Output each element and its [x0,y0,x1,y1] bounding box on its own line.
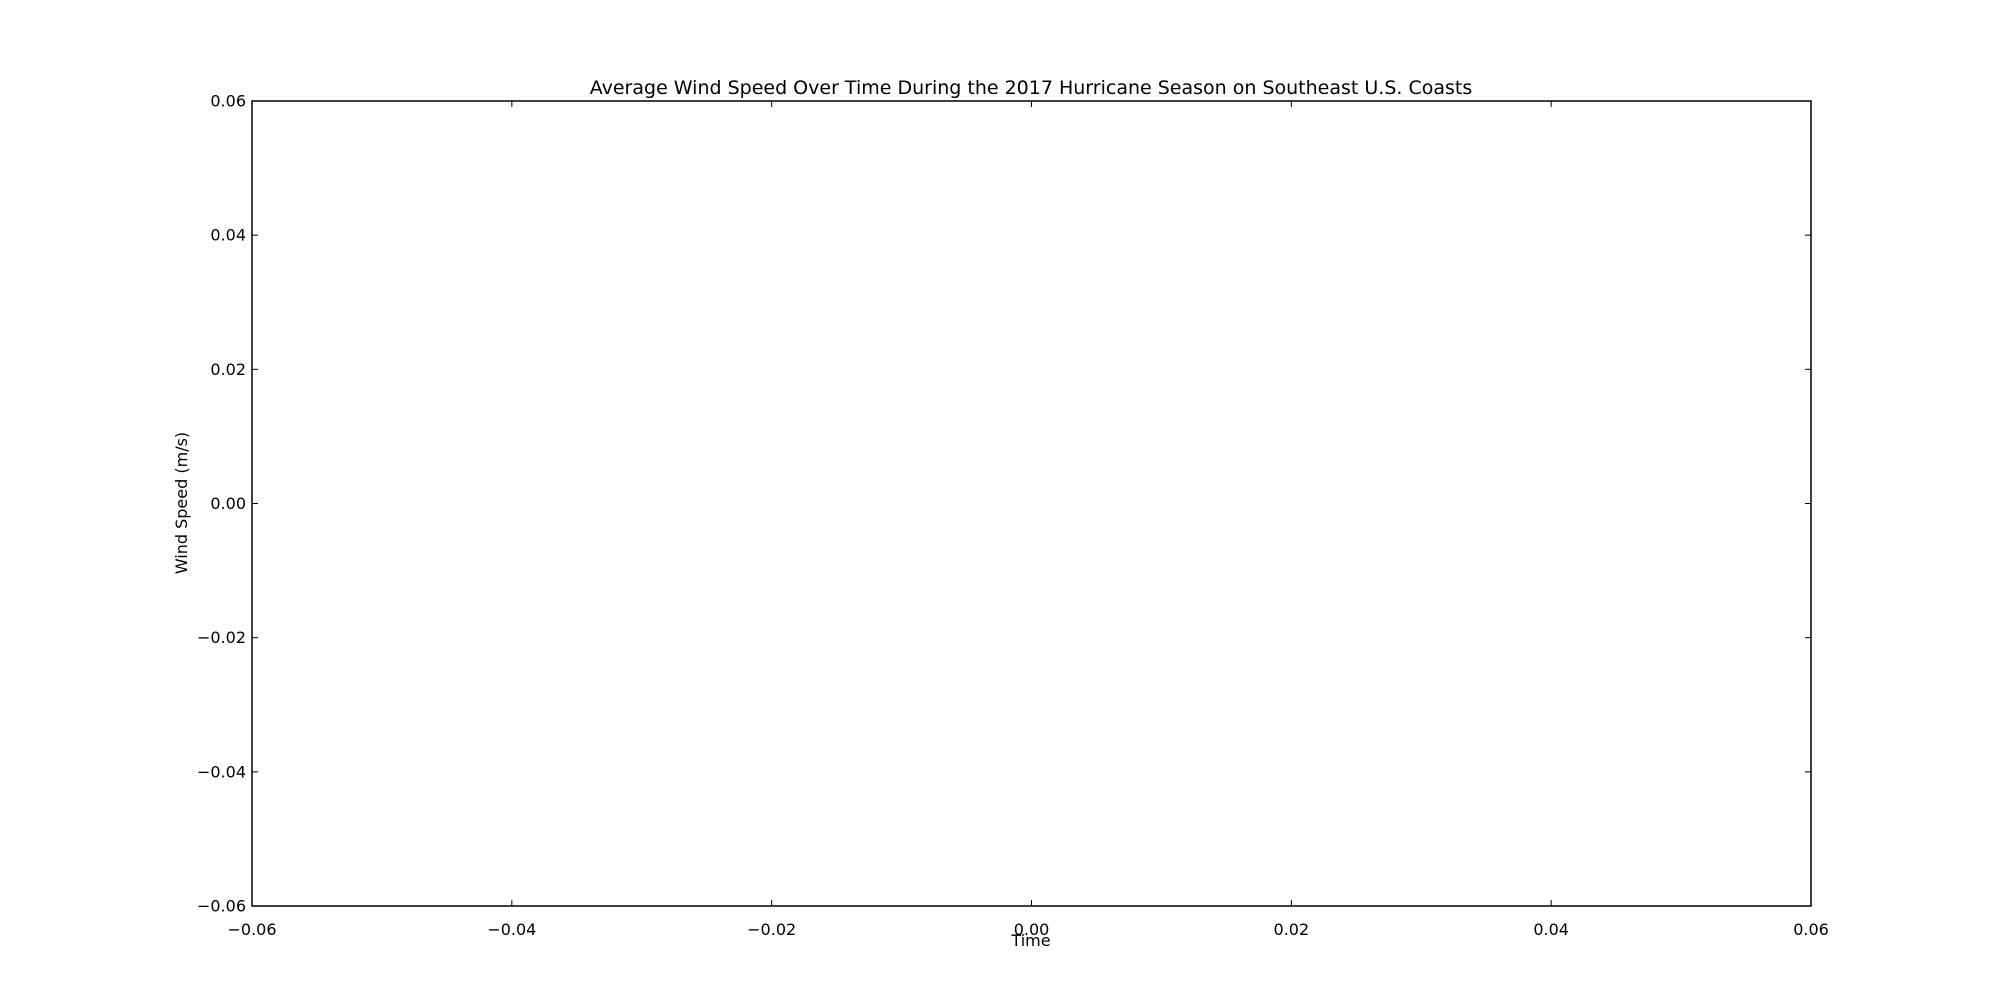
y-tick-label: −0.06 [197,897,246,916]
x-axis-tick-labels: −0.06 −0.04 −0.02 0.00 0.02 0.04 0.06 [227,920,1828,939]
x-tick-label: 0.04 [1533,920,1569,939]
plot-area-background [252,101,1811,906]
x-tick-label: −0.04 [487,920,536,939]
x-tick-label: 0.06 [1793,920,1829,939]
chart-title: Average Wind Speed Over Time During the … [590,77,1473,99]
y-tick-label: −0.02 [197,628,246,647]
y-axis-tick-labels: −0.06 −0.04 −0.02 0.00 0.02 0.04 0.06 [197,92,246,916]
y-tick-label: 0.06 [210,92,246,111]
y-tick-label: −0.04 [197,762,246,781]
y-tick-label: 0.00 [210,494,246,513]
x-tick-label: −0.02 [747,920,796,939]
y-tick-label: 0.04 [210,226,246,245]
x-tick-label: 0.00 [1014,920,1050,939]
y-axis-label: Wind Speed (m/s) [172,432,191,574]
x-tick-label: −0.06 [227,920,276,939]
x-axis-label: Time [1010,931,1050,950]
y-tick-label: 0.02 [210,360,246,379]
x-tick-label: 0.02 [1274,920,1310,939]
plot-frame [251,100,1812,907]
